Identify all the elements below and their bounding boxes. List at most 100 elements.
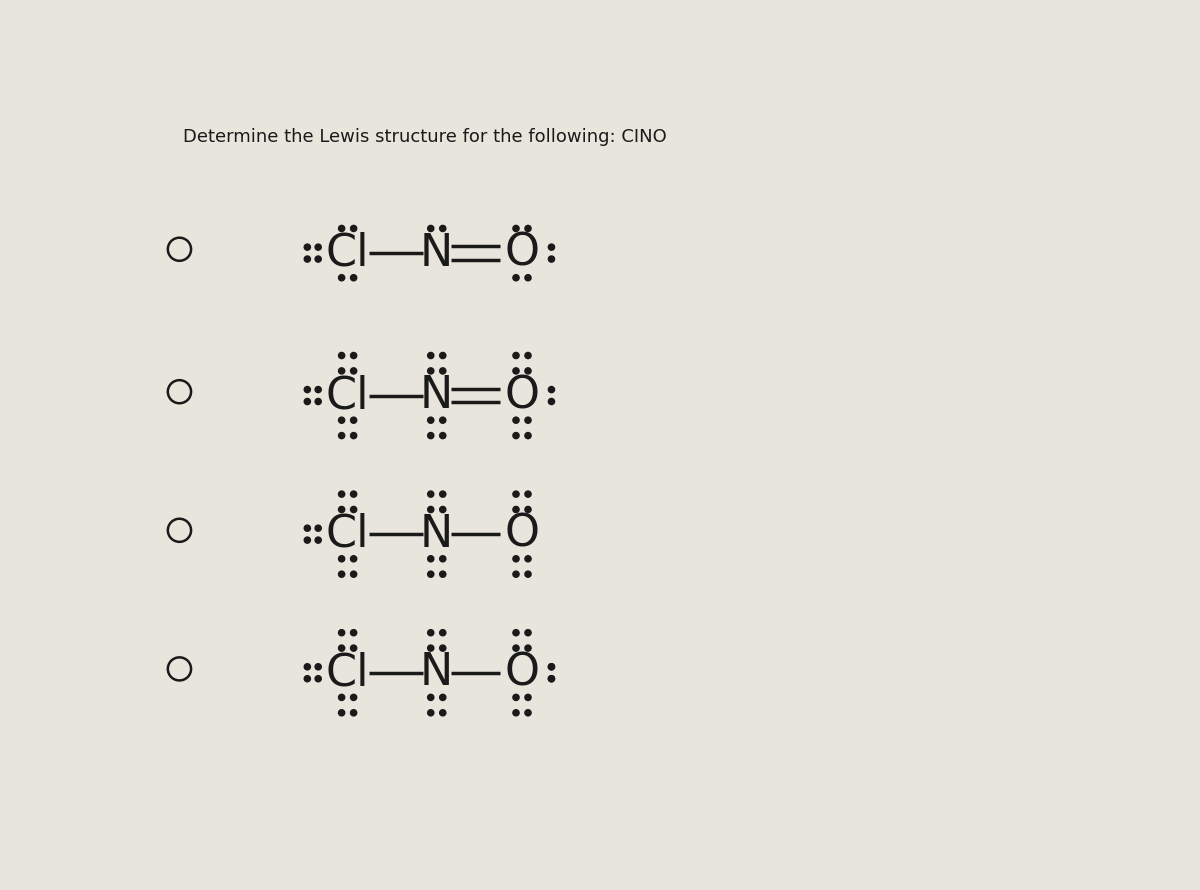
Circle shape — [316, 399, 322, 405]
Circle shape — [524, 417, 532, 424]
Circle shape — [427, 433, 434, 439]
Circle shape — [305, 399, 311, 405]
Circle shape — [548, 664, 554, 670]
Circle shape — [350, 571, 356, 578]
Circle shape — [316, 386, 322, 392]
Circle shape — [305, 386, 311, 392]
Circle shape — [524, 491, 532, 498]
Circle shape — [524, 225, 532, 231]
Text: N: N — [420, 513, 454, 555]
Circle shape — [316, 256, 322, 263]
Circle shape — [350, 491, 356, 498]
Circle shape — [350, 275, 356, 281]
Text: N: N — [420, 374, 454, 417]
Circle shape — [524, 506, 532, 513]
Circle shape — [548, 399, 554, 405]
Circle shape — [350, 225, 356, 231]
Circle shape — [338, 506, 344, 513]
Circle shape — [338, 629, 344, 635]
Circle shape — [512, 506, 520, 513]
Circle shape — [512, 275, 520, 281]
Circle shape — [439, 352, 446, 359]
Circle shape — [524, 645, 532, 651]
Circle shape — [316, 676, 322, 682]
Circle shape — [439, 225, 446, 231]
Circle shape — [548, 256, 554, 263]
Circle shape — [439, 555, 446, 562]
Circle shape — [512, 571, 520, 578]
Circle shape — [548, 664, 554, 670]
Circle shape — [524, 555, 532, 562]
Circle shape — [548, 676, 554, 682]
Circle shape — [305, 256, 311, 263]
Circle shape — [305, 244, 311, 250]
Circle shape — [305, 537, 311, 543]
Circle shape — [524, 571, 532, 578]
Circle shape — [439, 645, 446, 651]
Circle shape — [512, 352, 520, 359]
Text: N: N — [420, 651, 454, 694]
Circle shape — [439, 368, 446, 374]
Circle shape — [512, 225, 520, 231]
Circle shape — [512, 629, 520, 635]
Circle shape — [338, 225, 344, 231]
Circle shape — [548, 676, 554, 682]
Circle shape — [524, 352, 532, 359]
Circle shape — [338, 571, 344, 578]
Circle shape — [512, 417, 520, 424]
Circle shape — [427, 629, 434, 635]
Text: Determine the Lewis structure for the following: CINO: Determine the Lewis structure for the fo… — [182, 128, 666, 146]
Circle shape — [338, 709, 344, 716]
Circle shape — [427, 352, 434, 359]
Circle shape — [350, 433, 356, 439]
Text: O: O — [504, 231, 540, 275]
Circle shape — [350, 506, 356, 513]
Circle shape — [427, 368, 434, 374]
Circle shape — [427, 506, 434, 513]
Circle shape — [427, 225, 434, 231]
Circle shape — [427, 571, 434, 578]
Circle shape — [338, 433, 344, 439]
Text: Cl: Cl — [326, 513, 370, 555]
Circle shape — [439, 433, 446, 439]
Circle shape — [427, 555, 434, 562]
Circle shape — [439, 491, 446, 498]
Circle shape — [439, 694, 446, 700]
Circle shape — [439, 571, 446, 578]
Circle shape — [316, 537, 322, 543]
Circle shape — [350, 629, 356, 635]
Text: O: O — [504, 513, 540, 555]
Circle shape — [350, 709, 356, 716]
Circle shape — [548, 244, 554, 250]
Text: O: O — [504, 374, 540, 417]
Circle shape — [524, 694, 532, 700]
Circle shape — [548, 386, 554, 392]
Circle shape — [427, 709, 434, 716]
Circle shape — [316, 664, 322, 670]
Circle shape — [427, 491, 434, 498]
Circle shape — [338, 694, 344, 700]
Text: Cl: Cl — [326, 651, 370, 694]
Text: O: O — [504, 651, 540, 694]
Circle shape — [338, 275, 344, 281]
Circle shape — [350, 352, 356, 359]
Circle shape — [524, 275, 532, 281]
Circle shape — [427, 417, 434, 424]
Circle shape — [439, 506, 446, 513]
Circle shape — [338, 368, 344, 374]
Circle shape — [305, 664, 311, 670]
Circle shape — [316, 525, 322, 531]
Circle shape — [512, 491, 520, 498]
Circle shape — [350, 555, 356, 562]
Circle shape — [439, 709, 446, 716]
Circle shape — [350, 645, 356, 651]
Circle shape — [350, 368, 356, 374]
Circle shape — [512, 694, 520, 700]
Circle shape — [524, 629, 532, 635]
Circle shape — [338, 555, 344, 562]
Circle shape — [512, 433, 520, 439]
Circle shape — [350, 417, 356, 424]
Circle shape — [427, 645, 434, 651]
Circle shape — [439, 629, 446, 635]
Circle shape — [338, 491, 344, 498]
